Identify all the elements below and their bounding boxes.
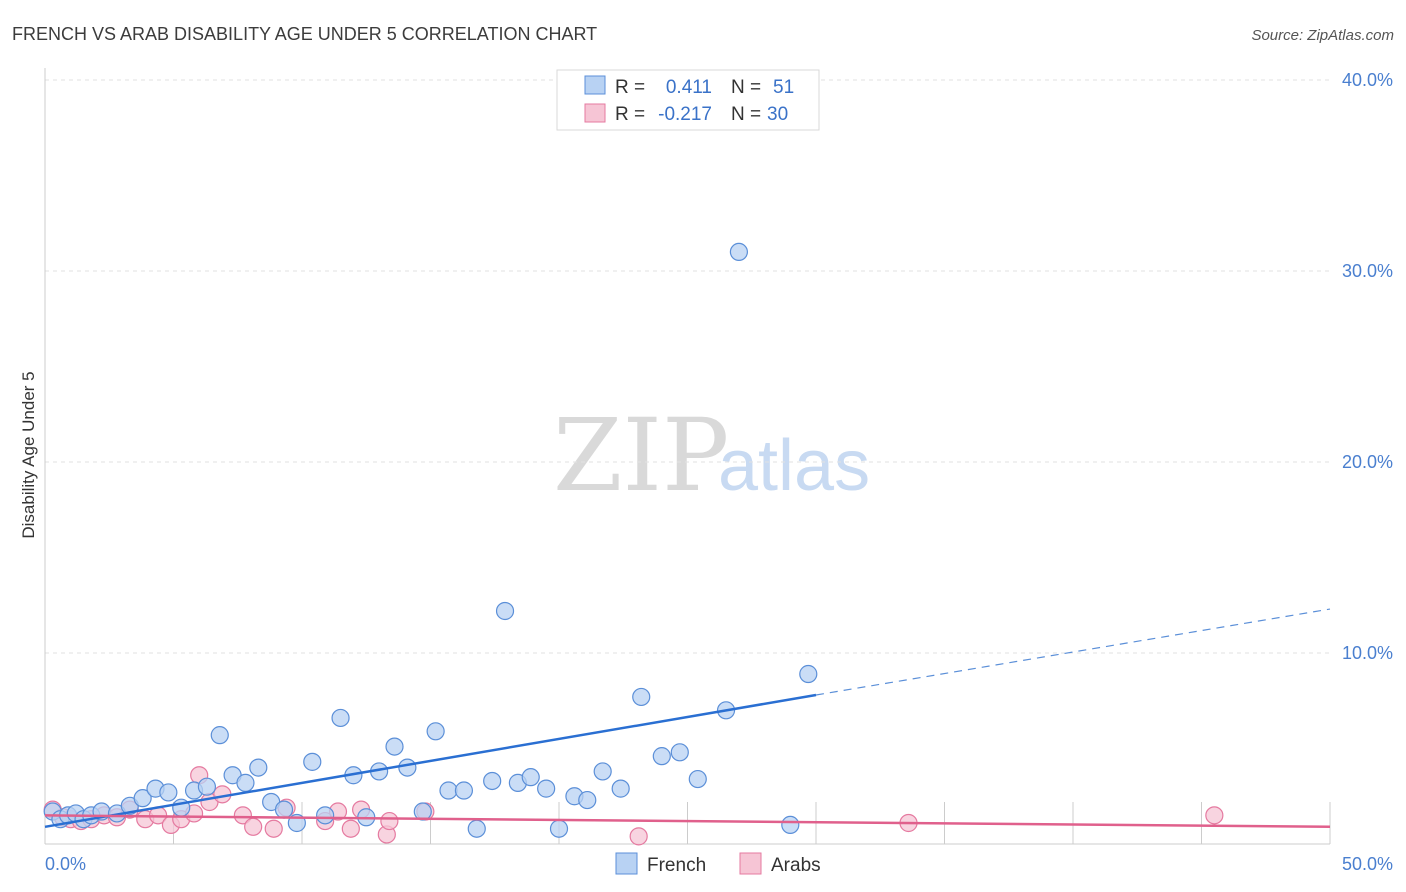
y-tick-label-0: 10.0% — [1342, 643, 1393, 663]
french-trend-extension — [815, 608, 1331, 696]
french-point-48 — [688, 769, 707, 789]
axes — [44, 68, 1331, 845]
french-point-45 — [632, 687, 651, 707]
y-axis-label: Disability Age Under 5 — [19, 371, 38, 538]
y-tick-label-2: 30.0% — [1342, 261, 1393, 281]
legend-swatch-french — [584, 75, 606, 95]
arabs-points — [43, 766, 1224, 846]
french-point-36 — [495, 601, 515, 621]
french-point-23 — [316, 806, 335, 825]
french-point-24 — [331, 708, 350, 728]
legend-r-label-french: R = — [615, 77, 645, 98]
watermark-atlas: atlas — [718, 426, 870, 506]
french-point-38 — [521, 768, 540, 787]
x-tick-label-min: 0.0% — [45, 854, 86, 874]
legend-n-label-french: N = — [731, 77, 761, 98]
arabs-point-29 — [1205, 806, 1224, 825]
arabs-point-25 — [380, 811, 399, 831]
chart-source: Source: ZipAtlas.com — [1251, 27, 1394, 44]
french-point-15 — [210, 726, 229, 745]
french-point-50 — [729, 242, 749, 261]
french-point-40 — [549, 819, 569, 838]
legend-r-value-arabs: -0.217 — [658, 104, 712, 125]
french-trend-line — [44, 693, 817, 829]
arabs-point-22 — [341, 819, 360, 838]
french-point-20 — [274, 800, 294, 819]
gridlines — [45, 79, 1330, 654]
y-tick-label-1: 20.0% — [1342, 452, 1393, 472]
french-point-43 — [593, 762, 612, 781]
legend-r-label-arabs: R = — [615, 104, 645, 125]
legend-n-label-arabs: N = — [731, 104, 761, 125]
french-points — [43, 242, 818, 838]
arabs-point-27 — [629, 827, 648, 846]
french-point-29 — [398, 758, 417, 777]
french-point-39 — [537, 779, 556, 798]
series-legend-swatch-arabs — [739, 852, 762, 875]
legend-r-value-french: 0.411 — [666, 77, 712, 98]
french-point-11 — [159, 783, 178, 802]
chart-title: FRENCH VS ARAB DISABILITY AGE UNDER 5 CO… — [12, 24, 597, 44]
trend-lines — [44, 608, 1331, 829]
french-point-9 — [133, 789, 152, 808]
french-point-33 — [454, 781, 474, 800]
french-point-42 — [578, 790, 597, 810]
legend-n-value-arabs: 30 — [767, 104, 788, 125]
arabs-trend-line — [44, 814, 1331, 829]
french-point-34 — [467, 819, 486, 838]
french-point-14 — [197, 777, 217, 796]
french-point-52 — [799, 664, 818, 684]
series-legend: French Arabs — [615, 852, 821, 876]
x-tick-label-max: 50.0% — [1342, 854, 1393, 874]
arabs-point-16 — [233, 806, 252, 825]
french-point-30 — [413, 802, 432, 821]
french-point-44 — [611, 779, 630, 798]
french-point-22 — [303, 752, 322, 771]
french-point-47 — [670, 743, 689, 762]
stats-legend: R = 0.411 N = 51 R = -0.217 N = 30 — [556, 69, 820, 131]
french-point-18 — [249, 758, 268, 777]
french-point-17 — [236, 773, 255, 792]
french-point-46 — [652, 747, 671, 766]
french-point-31 — [426, 722, 445, 741]
watermark: ZIP atlas — [553, 397, 870, 514]
series-legend-swatch-french — [615, 852, 638, 875]
legend-n-value-french: 51 — [773, 77, 794, 98]
series-legend-label-french: French — [647, 855, 706, 876]
arabs-point-17 — [244, 817, 263, 836]
watermark-zip: ZIP — [553, 397, 729, 514]
series-legend-label-arabs: Arabs — [771, 855, 821, 876]
french-point-35 — [483, 771, 502, 791]
french-point-51 — [781, 815, 800, 835]
arabs-point-18 — [264, 819, 283, 838]
y-tick-label-3: 40.0% — [1342, 70, 1393, 90]
y-tick-labels: 10.0% 20.0% 30.0% 40.0% — [1342, 70, 1393, 663]
legend-swatch-arabs — [584, 103, 606, 123]
french-point-32 — [439, 781, 458, 800]
french-point-28 — [385, 737, 404, 756]
